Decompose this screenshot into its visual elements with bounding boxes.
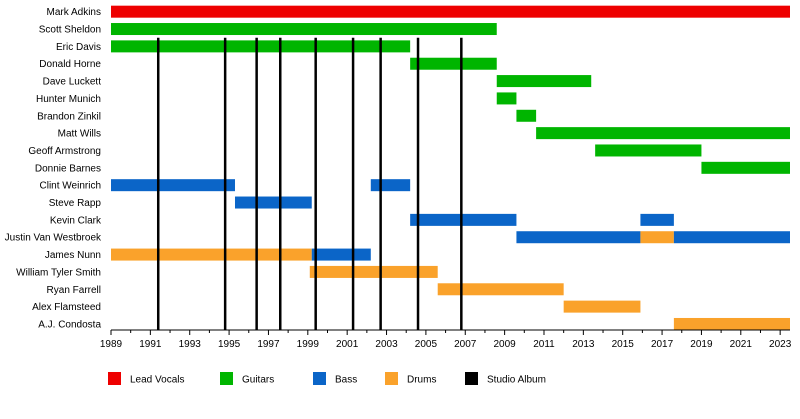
album-lines — [156, 37, 463, 330]
x-tick-label-2007: 2007 — [454, 339, 477, 350]
member-label-alex-flamsteed: Alex Flamsteed — [32, 302, 101, 313]
member-label-geoff-armstrong: Geoff Armstrong — [28, 146, 101, 157]
bar-james-nunn-bass-1 — [311, 248, 371, 261]
x-tick-label-2001: 2001 — [336, 339, 359, 350]
x-tick-label-1997: 1997 — [257, 339, 280, 350]
member-bars — [111, 5, 790, 330]
bar-mark-adkins-lead-vocals-0 — [111, 5, 790, 18]
bar-clint-weinrich-bass-1 — [370, 179, 411, 192]
x-tick-label-1989: 1989 — [100, 339, 123, 350]
member-labels: Mark Adkins Scott Sheldon Eric Davis Donald… — [5, 7, 102, 330]
bar-clint-weinrich-bass-0 — [111, 179, 235, 192]
bar-james-nunn-drums-0 — [111, 248, 312, 261]
x-tick-label-1995: 1995 — [218, 339, 241, 350]
bar-steve-rapp-bass-0 — [234, 196, 312, 209]
member-label-a-j-condosta: A.J. Condosta — [38, 319, 101, 330]
legend-swatch-studio-album — [465, 372, 478, 385]
x-tick-label-2023: 2023 — [769, 339, 792, 350]
member-label-eric-davis: Eric Davis — [56, 42, 101, 53]
x-tick-label-2009: 2009 — [493, 339, 516, 350]
bar-scott-sheldon-guitars-0 — [111, 23, 497, 36]
legend-label-drums: Drums — [407, 375, 436, 386]
member-label-brandon-zinkil: Brandon Zinkil — [37, 111, 101, 122]
bar-justin-van-westbroek-drums-1 — [640, 231, 674, 244]
bar-matt-wills-guitars-0 — [536, 127, 790, 140]
x-tick-label-1991: 1991 — [139, 339, 162, 350]
legend-swatch-bass — [313, 372, 326, 385]
member-label-mark-adkins: Mark Adkins — [47, 7, 101, 18]
bar-donnie-barnes-guitars-0 — [701, 161, 790, 174]
legend-item-studio-album: Studio Album — [465, 372, 546, 386]
member-label-matt-wills: Matt Wills — [58, 129, 101, 140]
legend-swatch-drums — [385, 372, 398, 385]
bar-geoff-armstrong-guitars-0 — [595, 144, 702, 157]
bar-ryan-farrell-drums-0 — [437, 283, 564, 296]
legend-label-guitars: Guitars — [242, 375, 274, 386]
x-tick-label-1993: 1993 — [179, 339, 202, 350]
bar-hunter-munich-guitars-0 — [496, 92, 517, 105]
x-axis: 1989 1991 1993 1995 1997 1999 2001 2003 2005 2007… — [100, 329, 792, 350]
legend-item-bass: Bass — [313, 372, 357, 386]
x-tick-label-2011: 2011 — [533, 339, 555, 350]
member-label-steve-rapp: Steve Rapp — [49, 198, 102, 209]
legend: Lead Vocals Guitars Bass Drums Studio Album — [108, 372, 546, 386]
bar-eric-davis-guitars-0 — [111, 40, 411, 53]
legend-label-bass: Bass — [335, 375, 357, 386]
bar-a-j-condosta-drums-0 — [673, 317, 790, 330]
member-label-james-nunn: James Nunn — [45, 250, 101, 261]
member-label-scott-sheldon: Scott Sheldon — [39, 25, 101, 36]
member-label-william-tyler-smith: William Tyler Smith — [16, 267, 101, 278]
x-tick-label-2017: 2017 — [651, 339, 674, 350]
x-tick-label-2019: 2019 — [690, 339, 713, 350]
x-tick-label-2013: 2013 — [572, 339, 595, 350]
member-label-ryan-farrell: Ryan Farrell — [47, 285, 101, 296]
bar-justin-van-westbroek-bass-2 — [673, 231, 790, 244]
x-tick-label-2005: 2005 — [415, 339, 438, 350]
member-label-dave-luckett: Dave Luckett — [43, 77, 102, 88]
x-tick-label-2015: 2015 — [612, 339, 635, 350]
bar-justin-van-westbroek-bass-0 — [516, 231, 641, 244]
bar-kevin-clark-bass-1 — [640, 213, 674, 226]
x-tick-label-1999: 1999 — [297, 339, 320, 350]
member-label-donald-horne: Donald Horne — [39, 59, 101, 70]
member-label-justin-van-westbroek: Justin Van Westbroek — [5, 233, 102, 244]
bar-donald-horne-guitars-0 — [410, 57, 497, 70]
bar-brandon-zinkil-guitars-0 — [516, 109, 537, 122]
legend-item-lead-vocals: Lead Vocals — [108, 372, 185, 386]
bar-dave-luckett-guitars-0 — [496, 75, 592, 88]
legend-item-guitars: Guitars — [220, 372, 274, 386]
legend-swatch-lead-vocals — [108, 372, 121, 385]
legend-label-studio-album: Studio Album — [487, 375, 546, 386]
legend-item-drums: Drums — [385, 372, 436, 386]
bar-william-tyler-smith-drums-0 — [309, 265, 438, 278]
member-label-donnie-barnes: Donnie Barnes — [35, 163, 101, 174]
bar-kevin-clark-bass-0 — [410, 213, 517, 226]
member-label-kevin-clark: Kevin Clark — [50, 215, 102, 226]
bar-alex-flamsteed-drums-0 — [563, 300, 641, 313]
member-label-hunter-munich: Hunter Munich — [36, 94, 101, 105]
x-tick-label-2003: 2003 — [375, 339, 398, 350]
x-tick-label-2021: 2021 — [730, 339, 753, 350]
member-label-clint-weinrich: Clint Weinrich — [40, 181, 102, 192]
legend-swatch-guitars — [220, 372, 233, 385]
legend-label-lead-vocals: Lead Vocals — [130, 375, 185, 386]
